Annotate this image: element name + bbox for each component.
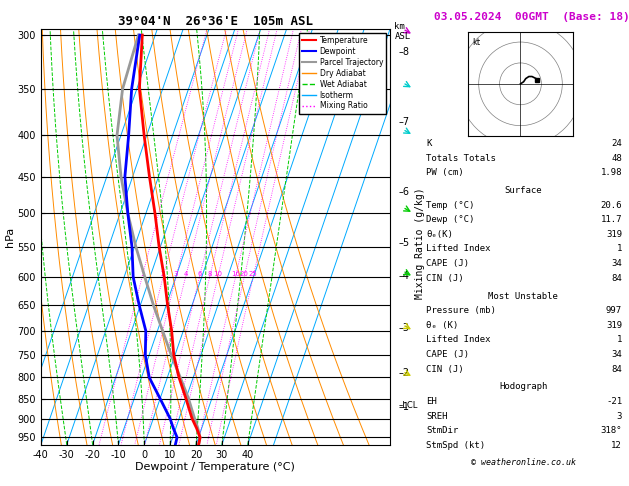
Text: CIN (J): CIN (J) [426, 274, 464, 283]
Text: 12: 12 [611, 441, 622, 450]
Text: -21: -21 [606, 397, 622, 406]
Text: θₑ(K): θₑ(K) [426, 230, 454, 239]
Text: Mixing Ratio (g/kg): Mixing Ratio (g/kg) [415, 187, 425, 299]
Text: Most Unstable: Most Unstable [488, 292, 559, 301]
Text: StmDir: StmDir [426, 426, 459, 435]
Text: 318°: 318° [601, 426, 622, 435]
Text: 3: 3 [174, 271, 178, 277]
Text: –6: –6 [399, 187, 409, 197]
Text: Dewp (°C): Dewp (°C) [426, 215, 475, 225]
Text: SREH: SREH [426, 412, 448, 421]
Text: 8: 8 [208, 271, 212, 277]
Text: –2: –2 [399, 368, 410, 378]
Text: –4: –4 [399, 271, 409, 281]
Text: 997: 997 [606, 306, 622, 315]
Text: Lifted Index: Lifted Index [426, 244, 491, 254]
Text: 24: 24 [611, 139, 622, 148]
Text: 20: 20 [240, 271, 248, 277]
Text: 1: 1 [140, 271, 144, 277]
Text: 25: 25 [248, 271, 257, 277]
Text: 3: 3 [616, 412, 622, 421]
Text: Lifted Index: Lifted Index [426, 335, 491, 345]
Text: –LCL: –LCL [399, 401, 418, 410]
Text: –1: –1 [399, 402, 409, 412]
X-axis label: Dewpoint / Temperature (°C): Dewpoint / Temperature (°C) [135, 462, 296, 472]
Text: km: km [394, 22, 405, 31]
Text: PW (cm): PW (cm) [426, 168, 464, 177]
Text: 1: 1 [616, 335, 622, 345]
Text: 11.7: 11.7 [601, 215, 622, 225]
Y-axis label: hPa: hPa [4, 227, 14, 247]
Text: EH: EH [426, 397, 437, 406]
Text: © weatheronline.co.uk: © weatheronline.co.uk [471, 458, 576, 468]
Text: 1.98: 1.98 [601, 168, 622, 177]
Text: 10: 10 [213, 271, 222, 277]
Text: –3: –3 [399, 323, 409, 333]
Text: Totals Totals: Totals Totals [426, 154, 496, 163]
Text: ASL: ASL [394, 32, 411, 41]
Text: Surface: Surface [504, 186, 542, 195]
Text: –7: –7 [399, 117, 410, 127]
Text: 319: 319 [606, 230, 622, 239]
Text: CIN (J): CIN (J) [426, 364, 464, 374]
Text: 34: 34 [611, 259, 622, 268]
Text: 34: 34 [611, 350, 622, 359]
Text: Pressure (mb): Pressure (mb) [426, 306, 496, 315]
Text: 1: 1 [616, 244, 622, 254]
Legend: Temperature, Dewpoint, Parcel Trajectory, Dry Adiabat, Wet Adiabat, Isotherm, Mi: Temperature, Dewpoint, Parcel Trajectory… [299, 33, 386, 114]
Text: CAPE (J): CAPE (J) [426, 350, 469, 359]
Text: kt: kt [472, 38, 481, 47]
Text: 6: 6 [197, 271, 202, 277]
Text: 84: 84 [611, 274, 622, 283]
Text: K: K [426, 139, 432, 148]
Text: 20.6: 20.6 [601, 201, 622, 210]
Text: StmSpd (kt): StmSpd (kt) [426, 441, 486, 450]
Text: Temp (°C): Temp (°C) [426, 201, 475, 210]
Text: 03.05.2024  00GMT  (Base: 18): 03.05.2024 00GMT (Base: 18) [433, 12, 629, 22]
Text: CAPE (J): CAPE (J) [426, 259, 469, 268]
Text: 16: 16 [231, 271, 240, 277]
Text: –5: –5 [399, 239, 410, 248]
Text: 2: 2 [161, 271, 165, 277]
Text: 39°04'N  26°36'E  105m ASL: 39°04'N 26°36'E 105m ASL [118, 15, 313, 28]
Text: 319: 319 [606, 321, 622, 330]
Text: 4: 4 [183, 271, 187, 277]
Text: –8: –8 [399, 47, 409, 57]
Text: 48: 48 [611, 154, 622, 163]
Text: Hodograph: Hodograph [499, 382, 547, 392]
Text: θₑ (K): θₑ (K) [426, 321, 459, 330]
Text: 84: 84 [611, 364, 622, 374]
